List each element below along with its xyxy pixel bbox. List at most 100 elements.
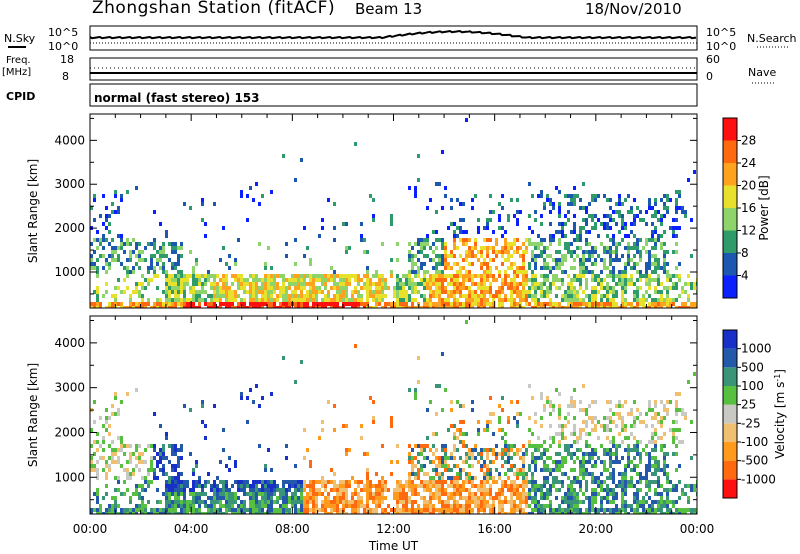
echo-cell [633, 484, 636, 488]
echo-cell [339, 492, 342, 496]
echo-cell [591, 464, 594, 468]
echo-cell [558, 302, 561, 306]
echo-cell [417, 238, 420, 242]
echo-cell [291, 504, 294, 508]
echo-cell [624, 278, 627, 282]
echo-cell [507, 250, 510, 254]
echo-cell [666, 302, 669, 306]
echo-cell [264, 468, 267, 472]
echo-cell [591, 302, 594, 306]
echo-cell [522, 500, 525, 504]
echo-cell [459, 270, 462, 274]
echo-cell [534, 496, 537, 500]
y-tick-label: 2000 [54, 425, 85, 439]
echo-cell [219, 294, 222, 298]
echo-cell [498, 294, 501, 298]
echo-cell [465, 480, 468, 484]
echo-cell [585, 206, 588, 210]
echo-cell [621, 492, 624, 496]
echo-cell [480, 468, 483, 472]
echo-cell [174, 488, 177, 492]
echo-cell [117, 476, 120, 480]
echo-cell [93, 250, 96, 254]
echo-cell [504, 298, 507, 302]
echo-cell [405, 282, 408, 286]
echo-cell [243, 286, 246, 290]
colorbar-swatch [723, 460, 737, 480]
echo-cell [588, 444, 591, 448]
echo-cell [279, 492, 282, 496]
echo-cell [507, 456, 510, 460]
echo-cell [459, 266, 462, 270]
echo-cell [522, 452, 525, 456]
echo-cell [177, 460, 180, 464]
echo-cell [207, 472, 210, 476]
echo-cell [486, 428, 489, 432]
echo-cell [522, 444, 525, 448]
echo-cell [633, 424, 636, 428]
echo-cell [120, 512, 123, 514]
echo-cell [681, 408, 684, 412]
echo-cell [243, 500, 246, 504]
echo-cell [573, 500, 576, 504]
echo-cell [297, 500, 300, 504]
echo-cell [405, 480, 408, 484]
echo-cell [114, 452, 117, 456]
echo-cell [522, 274, 525, 278]
echo-cell [612, 218, 615, 222]
echo-cell [633, 262, 636, 266]
echo-cell [657, 480, 660, 484]
echo-cell [516, 282, 519, 286]
echo-cell [399, 508, 402, 512]
echo-cell [588, 294, 591, 298]
echo-cell [525, 294, 528, 298]
echo-cell [456, 464, 459, 468]
echo-cell [660, 496, 663, 500]
echo-cell [246, 278, 249, 282]
echo-cell [537, 456, 540, 460]
echo-cell [594, 246, 597, 250]
echo-cell [447, 226, 450, 230]
echo-cell [543, 294, 546, 298]
echo-cell [528, 302, 531, 306]
echo-cell [105, 416, 108, 420]
echo-cell [219, 512, 222, 514]
echo-cell [564, 298, 567, 302]
echo-cell [516, 218, 519, 222]
echo-cell [393, 306, 396, 308]
echo-cell [609, 460, 612, 464]
echo-cell [639, 302, 642, 306]
echo-cell [597, 508, 600, 512]
echo-cell [426, 408, 429, 412]
echo-cell [495, 290, 498, 294]
echo-cell [654, 246, 657, 250]
echo-cell [108, 266, 111, 270]
echo-cell [357, 512, 360, 514]
echo-cell [681, 512, 684, 514]
echo-cell [624, 246, 627, 250]
colorbar-label-close: ] [773, 369, 787, 374]
echo-cell [456, 400, 459, 404]
echo-cell [417, 356, 420, 360]
echo-cell [474, 504, 477, 508]
echo-cell [357, 298, 360, 302]
echo-cell [342, 508, 345, 512]
echo-cell [294, 504, 297, 508]
echo-cell [582, 420, 585, 424]
echo-cell [513, 286, 516, 290]
echo-cell [558, 230, 561, 234]
echo-cell [405, 294, 408, 298]
echo-cell [378, 286, 381, 290]
echo-cell [450, 290, 453, 294]
echo-cell [561, 472, 564, 476]
echo-cell [480, 492, 483, 496]
echo-cell [201, 290, 204, 294]
echo-cell [399, 290, 402, 294]
echo-cell [141, 488, 144, 492]
echo-cell [522, 488, 525, 492]
echo-cell [495, 496, 498, 500]
echo-cell [396, 512, 399, 514]
echo-cell [507, 274, 510, 278]
echo-cell [558, 278, 561, 282]
echo-cell [543, 202, 546, 206]
